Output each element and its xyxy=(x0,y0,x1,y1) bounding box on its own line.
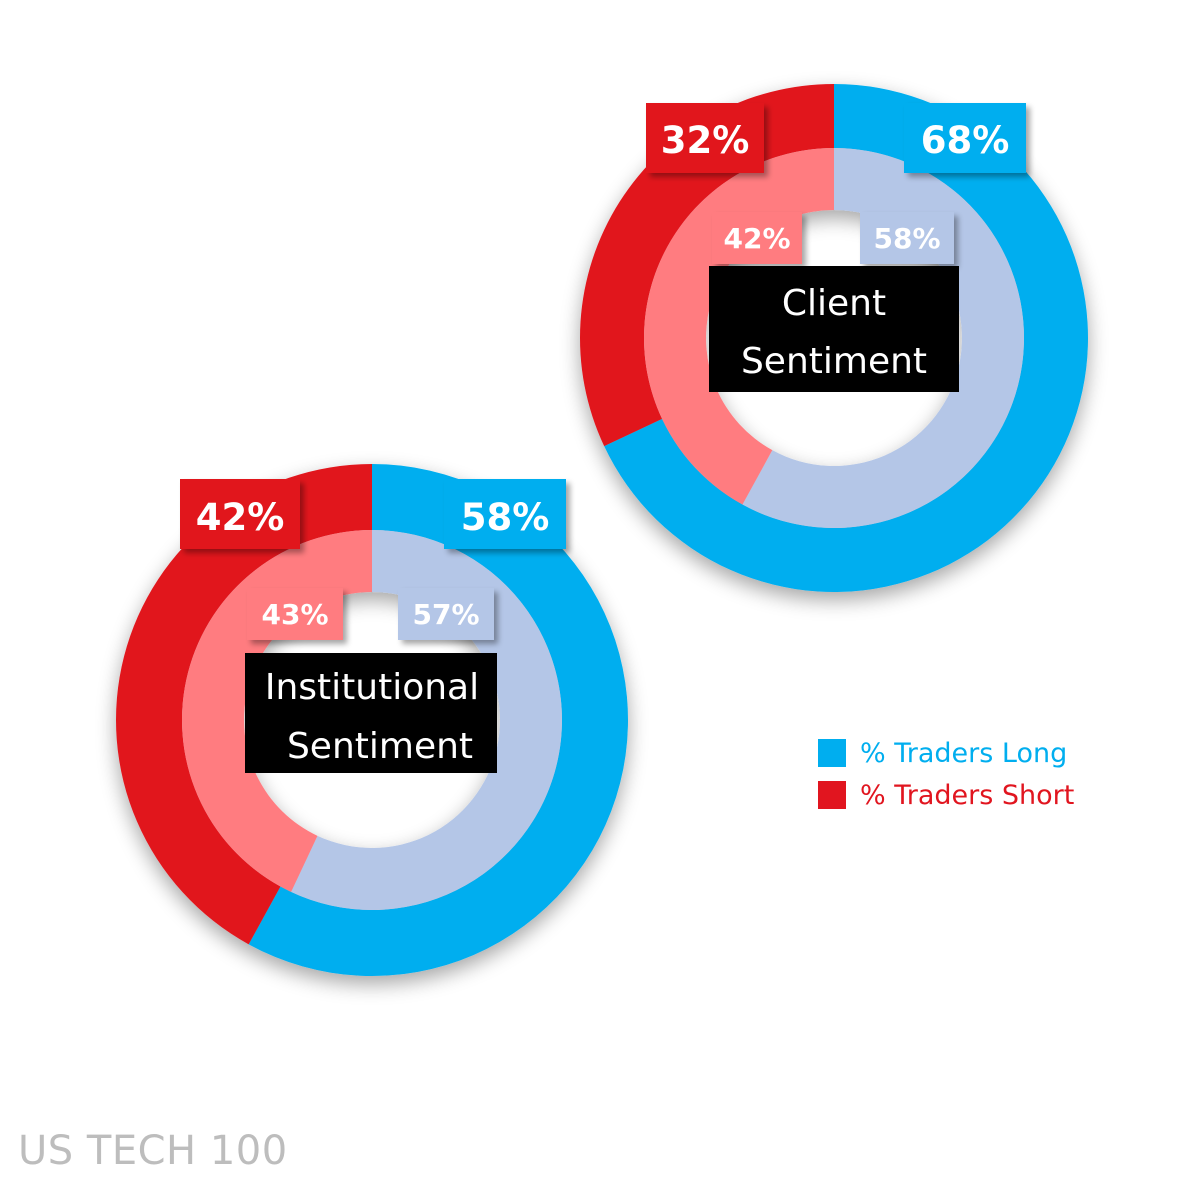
institutional-long-label-box xyxy=(444,479,566,549)
client-center-panel xyxy=(709,266,959,392)
legend-item-long: % Traders Long xyxy=(818,732,1074,774)
institutional-sentiment-donut: Institutional Sentiment 58% 42% 57% 43% xyxy=(115,464,628,976)
legend-swatch-short xyxy=(818,781,846,809)
client-long-label-box xyxy=(904,103,1026,173)
client-inner-long-label-box xyxy=(860,212,954,264)
instrument-name: US TECH 100 xyxy=(18,1128,288,1174)
client-sentiment-donut: Client Sentiment 68% 32% 58% 42% xyxy=(580,84,1088,592)
client-long-pct: 68% xyxy=(921,119,1010,162)
client-title-line1: Client xyxy=(782,283,886,324)
legend: % Traders Long % Traders Short xyxy=(818,732,1074,816)
institutional-inner-short-pct: 43% xyxy=(261,598,328,631)
institutional-short-pct: 42% xyxy=(196,496,285,539)
institutional-inner-long-pct: 57% xyxy=(412,598,479,631)
client-inner-short-pct: 42% xyxy=(723,222,790,255)
institutional-inner-long-slice xyxy=(291,530,563,910)
client-short-label-box xyxy=(646,103,764,173)
legend-swatch-long xyxy=(818,739,846,767)
legend-label-short: % Traders Short xyxy=(860,779,1075,811)
client-short-pct: 32% xyxy=(661,119,750,162)
institutional-long-pct: 58% xyxy=(461,496,550,539)
legend-label-long: % Traders Long xyxy=(860,737,1068,769)
client-inner-short-slice xyxy=(644,148,834,505)
institutional-title-line2: Sentiment xyxy=(287,726,473,767)
institutional-short-label-box xyxy=(180,479,300,549)
institutional-center-panel xyxy=(245,653,497,773)
client-outer-short-slice xyxy=(580,84,834,447)
client-title-line2: Sentiment xyxy=(741,341,927,382)
institutional-outer-short-slice xyxy=(115,464,372,945)
institutional-inner-short-slice xyxy=(182,530,372,892)
institutional-inner-short-label-box xyxy=(247,588,343,640)
client-inner-long-pct: 58% xyxy=(873,222,940,255)
client-inner-short-label-box xyxy=(712,212,802,264)
institutional-inner-long-label-box xyxy=(398,588,494,640)
institutional-outer-long-slice xyxy=(248,464,628,976)
institutional-title-line1: Institutional xyxy=(265,667,479,708)
legend-item-short: % Traders Short xyxy=(818,774,1074,816)
